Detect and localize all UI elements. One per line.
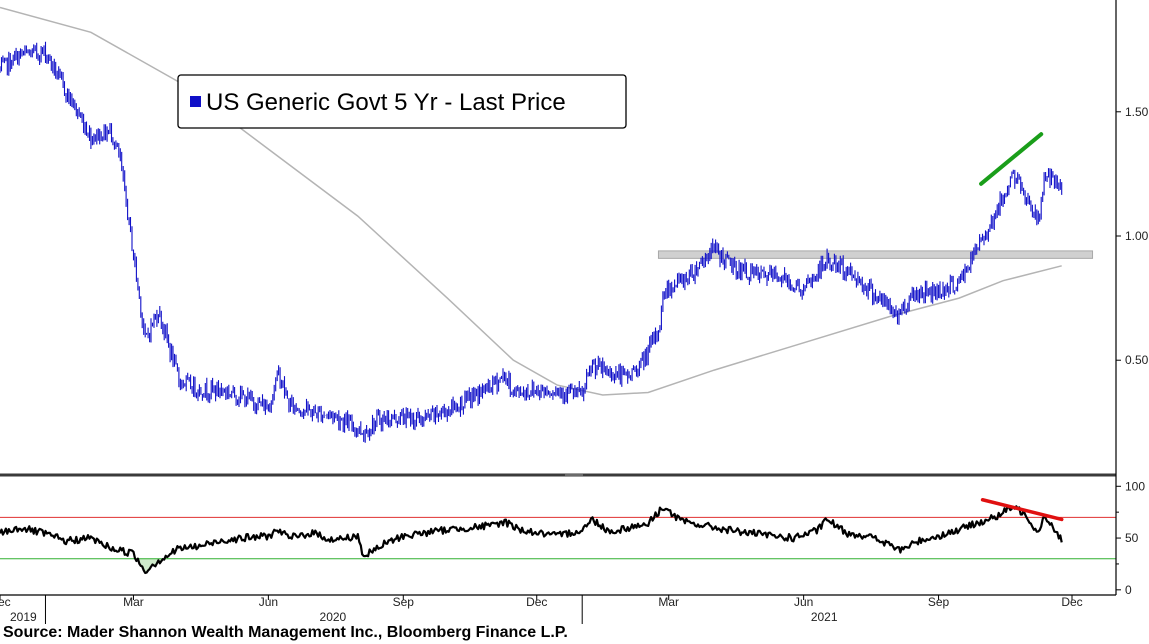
x-axis: DecMarJunSepDecMarJunSepDec201920202021 [0, 595, 1083, 624]
x-tick-label: Dec [1061, 595, 1082, 609]
x-tick-label: Mar [123, 595, 144, 609]
price-bars [0, 41, 1063, 443]
rsi-trend-line [980, 497, 1064, 522]
rsi-y-tick-label: 0 [1125, 583, 1132, 597]
rsi-reference-lines [0, 516, 1116, 573]
price-trend-line [979, 132, 1044, 186]
rsi-y-tick-label: 100 [1125, 479, 1145, 493]
rsi-panel: 0 50 100 [0, 479, 1145, 597]
x-tick-label: Jun [259, 595, 278, 609]
year-label: 2019 [10, 610, 37, 624]
price-y-tick-label: 0.50 [1125, 353, 1149, 367]
x-tick-label: Mar [658, 595, 679, 609]
price-annotations-back [657, 250, 1094, 259]
price-y-tick-label: 1.50 [1125, 105, 1149, 119]
rsi-series [0, 505, 1063, 575]
legend-label: US Generic Govt 5 Yr - Last Price [206, 89, 566, 116]
rsi-annotations [980, 497, 1064, 522]
year-label: 2020 [320, 610, 347, 624]
x-tick-label: Sep [393, 595, 415, 609]
resistance-band [657, 250, 1094, 259]
price-annotations-front [979, 132, 1044, 186]
rsi-y-tick-label: 50 [1125, 531, 1139, 545]
legend-box: US Generic Govt 5 Yr - Last Price [177, 74, 627, 129]
moving-average-line [0, 6, 1062, 396]
x-tick-label: Jun [794, 595, 813, 609]
price-panel: 0.50 1.00 1.50 US Generic Govt 5 Yr - Last… [0, 6, 1149, 443]
year-label: 2021 [811, 610, 838, 624]
x-tick-label: Dec [0, 595, 11, 609]
x-tick-label: Sep [928, 595, 950, 609]
legend-swatch [190, 96, 201, 107]
rsi-y-axis: 0 50 100 [1116, 479, 1145, 597]
price-y-axis: 0.50 1.00 1.50 [1116, 105, 1149, 367]
price-series [0, 6, 1063, 443]
source-note: Source: Mader Shannon Wealth Management … [3, 624, 568, 641]
x-tick-label: Dec [526, 595, 547, 609]
rsi-line [0, 505, 1063, 575]
price-y-tick-label: 1.00 [1125, 229, 1149, 243]
